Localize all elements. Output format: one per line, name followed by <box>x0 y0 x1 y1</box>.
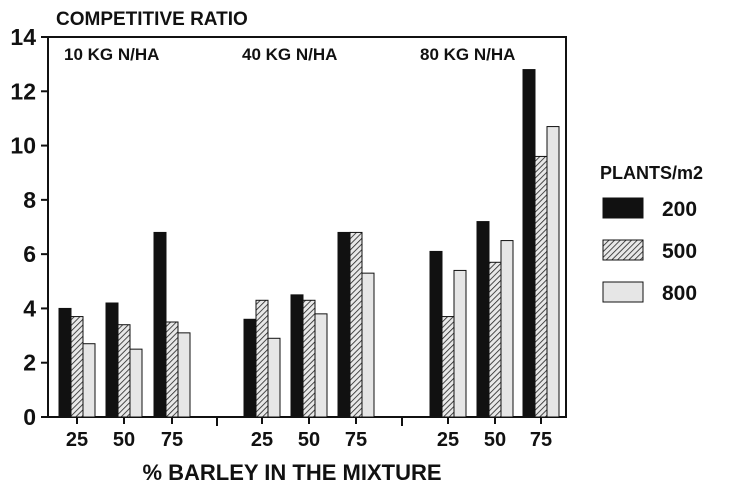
bar-500 <box>441 316 455 418</box>
panel-label: 10 KG N/HA <box>64 45 159 64</box>
x-axis: 25 50 75 25 50 75 25 50 75 <box>66 417 552 451</box>
panel-labels: 10 KG N/HA 40 KG N/HA 80 KG N/HA <box>64 45 515 64</box>
bar-500 <box>349 231 363 418</box>
x-tick-label: 25 <box>251 429 273 451</box>
bar-500 <box>255 299 269 418</box>
bar-500 <box>70 316 84 418</box>
legend-swatch-800 <box>602 281 644 303</box>
bar-800 <box>177 332 191 418</box>
bar-500 <box>117 324 131 418</box>
bar-800 <box>129 348 143 418</box>
bar-200 <box>522 69 536 418</box>
bar-500 <box>302 299 316 418</box>
y-tick-label: 8 <box>23 187 36 213</box>
bar-800 <box>82 343 96 418</box>
bar-200 <box>476 221 490 418</box>
legend-swatch-500 <box>602 239 644 261</box>
x-tick-label: 50 <box>113 429 135 451</box>
bars <box>58 69 560 418</box>
y-tick-label: 2 <box>23 350 36 376</box>
bar-200 <box>105 302 119 418</box>
legend-label-500: 500 <box>662 240 697 263</box>
bar-500 <box>165 321 179 418</box>
bar-500 <box>534 155 548 418</box>
bar-800 <box>500 240 514 418</box>
bar-500 <box>488 261 502 418</box>
legend-swatch-200 <box>602 197 644 219</box>
y-tick-label: 12 <box>10 78 36 104</box>
y-axis-label: COMPETITIVE RATIO <box>56 9 248 30</box>
x-tick-label: 25 <box>437 429 459 451</box>
y-axis: 0 2 4 6 8 10 12 14 <box>10 24 48 430</box>
bar-200 <box>243 318 257 418</box>
y-tick-label: 4 <box>23 295 36 321</box>
panel-label: 40 KG N/HA <box>242 45 337 64</box>
y-tick-label: 14 <box>10 24 36 50</box>
legend-label-200: 200 <box>662 198 697 221</box>
bar-800 <box>546 126 560 418</box>
bar-200 <box>58 307 72 418</box>
bar-200 <box>337 231 351 418</box>
bar-800 <box>361 272 375 418</box>
x-tick-label: 50 <box>298 429 320 451</box>
x-tick-label: 25 <box>66 429 88 451</box>
x-tick-label: 75 <box>161 429 183 451</box>
x-tick-label: 50 <box>484 429 506 451</box>
y-tick-label: 10 <box>10 133 36 159</box>
bar-800 <box>267 337 281 418</box>
bar-200 <box>290 294 304 418</box>
legend-label-800: 800 <box>662 282 697 305</box>
x-axis-label: % BARLEY IN THE MIXTURE <box>142 460 441 485</box>
legend-title: PLANTS/m2 <box>600 163 703 183</box>
bar-200 <box>153 231 167 418</box>
bar-800 <box>314 313 328 418</box>
x-tick-label: 75 <box>345 429 367 451</box>
x-tick-label: 75 <box>530 429 552 451</box>
legend: PLANTS/m2 200 500 800 <box>600 163 703 305</box>
y-tick-label: 6 <box>23 241 36 267</box>
panel-label: 80 KG N/HA <box>420 45 515 64</box>
bar-800 <box>453 269 467 418</box>
y-tick-label: 0 <box>23 404 36 430</box>
bar-200 <box>429 250 443 418</box>
